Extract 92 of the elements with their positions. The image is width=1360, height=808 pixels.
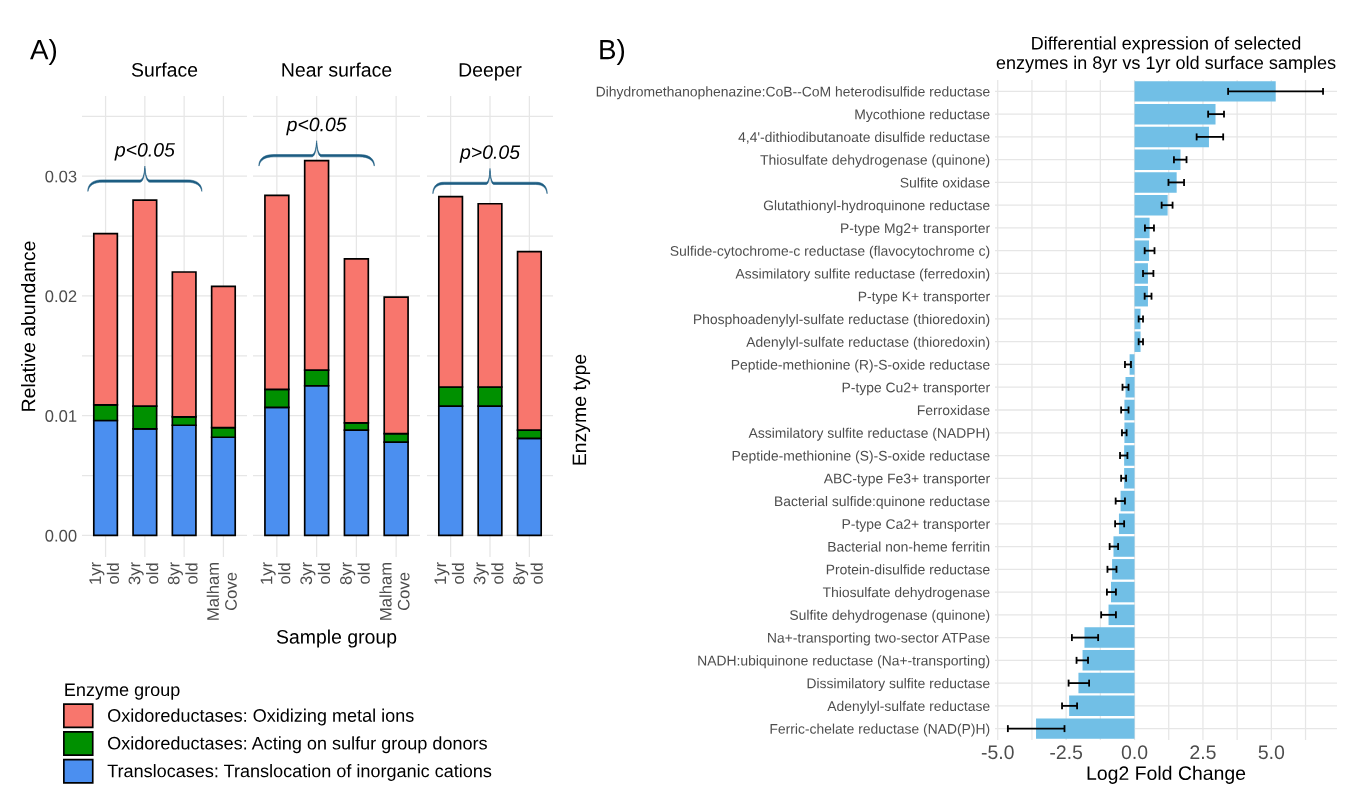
y-tick-label: Ferric-chelate reductase (NAD(P)H) [770,723,990,737]
y-tick-label: Peptide-methionine (R)-S-oxide reductase [731,359,990,373]
x-tick-label: 8yr old [167,562,198,585]
bar [1036,718,1135,739]
legend-label: Oxidoreductases: Oxidizing metal ions [108,708,414,726]
x-tick-label: -2.5 [1050,745,1083,760]
x-tick-label: 2.5 [1190,745,1216,760]
bar [1111,581,1135,603]
y-tick-label: Adenylyl-sulfate reductase (thioredoxin) [746,336,990,350]
y-tick-label: P-type K+ transporter [858,291,990,305]
y-tick-label: Thiosulfate dehydrogenase [822,587,990,600]
y-tick-label: Thiosulfate dehydrogenase (quinone) [760,154,990,168]
bar [1069,695,1135,717]
legend-title: Enzyme group [65,683,180,700]
chart-title: Deeper [459,63,522,81]
x-tick-label: 3yr old [473,562,504,585]
x-tick-label: 8yr old [340,562,370,585]
x-tick-label: -5.0 [981,745,1014,760]
y-tick-label: 0.02 [45,290,77,303]
legend-label: Translocases: Translocation of inorganic cations [107,764,492,781]
x-tick-label: 5.0 [1258,745,1285,760]
x-tick-label: 1yr old [260,562,291,584]
y-tick-label: Bacterial non-heme ferritin [828,541,990,552]
x-axis-title: Log2 Fold Change [1087,765,1246,784]
chart-title: Differential expression of selected enzymes in 8yr vs 1yr old surface samples [996,36,1336,73]
bar [1134,103,1216,125]
bar [1134,240,1150,261]
bar [1124,468,1135,489]
y-tick-label: Bacterial sulfide:quinone reductase [775,496,990,509]
y-tick-label: Adenylyl-sulfate reductase [827,700,990,714]
chart-title: Near surface [282,62,392,77]
bar [1124,422,1135,443]
y-tick-label: 4,4'-dithiodibutanoate disulfide reductase [738,131,990,144]
y-tick-label: P-type Ca2+ transporter [842,519,990,532]
x-tick-label: 3yr old [128,562,159,585]
y-tick-label: Sulfite dehydrogenase (quinone) [790,609,990,623]
legend-label: Oxidoreductases: Acting on sulfur group donors [108,736,487,754]
x-tick-label: Malham Cove [206,562,237,620]
x-tick-label: Malham Cove [379,562,410,620]
y-tick-label: Dissimilatory sulfite reductase [807,678,990,692]
bar [1113,536,1135,557]
bar [1134,81,1276,102]
y-tick-label: P-type Mg2+ transporter [841,223,990,236]
y-tick-label: Assimilatory sulfite reductase (ferredoxin) [735,268,990,282]
bar [1124,445,1135,466]
x-tick-label: 3yr old [300,562,331,585]
bar [1124,399,1135,421]
bar [1134,217,1150,239]
bar [1134,285,1148,307]
text: B) [600,39,625,65]
bar [1118,513,1135,535]
bar [1134,126,1209,148]
annotation: p<0.05 [114,142,175,161]
bar [1078,672,1135,694]
x-tick-label: 8yr old [513,562,543,585]
bar [1084,627,1135,648]
text: A) [30,39,57,65]
y-axis-title: Relative abundance [21,241,36,411]
bar [1134,149,1181,170]
bar [1134,263,1148,284]
y-axis-title: Enzyme type [572,354,591,465]
bar [1125,377,1135,398]
y-tick-label: Phosphoadenylyl-sulfate reductase (thioredoxin) [694,313,990,327]
bar [1134,172,1177,193]
annotation: p<0.05 [286,117,347,136]
y-tick-label: Ferroxidase [917,404,990,416]
y-tick-label: 0.03 [45,170,77,183]
y-tick-label: Mycothione reductase [855,109,990,123]
y-tick-label: Dihydromethanophenazine:CoB--CoM heterodisulfide reductase [596,86,990,100]
y-tick-label: Protein-disulfide reductase [826,564,990,575]
y-tick-label: 0.00 [45,529,77,542]
x-tick-label: 1yr old [89,562,120,584]
annotation: p>0.05 [459,145,521,163]
y-tick-label: 0.01 [45,410,77,422]
y-tick-label: Na+-transporting two-sector ATPase [768,632,990,646]
y-tick-label: P-type Cu2+ transporter [842,382,990,396]
y-tick-label: Sulfite oxidase [900,177,990,188]
x-axis-title: Sample group [276,629,397,648]
bar [1120,490,1135,512]
y-tick-label: Peptide-methionine (S)-S-oxide reductase [732,450,990,464]
x-tick-label: 1yr old [434,562,465,584]
y-tick-label: Glutathionyl-hydroquinone reductase [763,200,990,214]
chart-title: Surface [131,62,198,77]
y-tick-label: NADH:ubiquinone reductase (Na+-transporting) [698,655,990,669]
y-tick-label: ABC-type Fe3+ transporter [823,473,990,487]
y-tick-label: Sulfide-cytochrome-c reductase (flavocytochrome c) [670,245,990,259]
y-tick-label: Assimilatory sulfite reductase (NADPH) [748,427,990,441]
bar [1134,194,1168,216]
bar [1112,559,1135,580]
bar [1108,604,1135,626]
bar [1082,650,1135,671]
x-tick-label: 0.0 [1121,745,1148,760]
